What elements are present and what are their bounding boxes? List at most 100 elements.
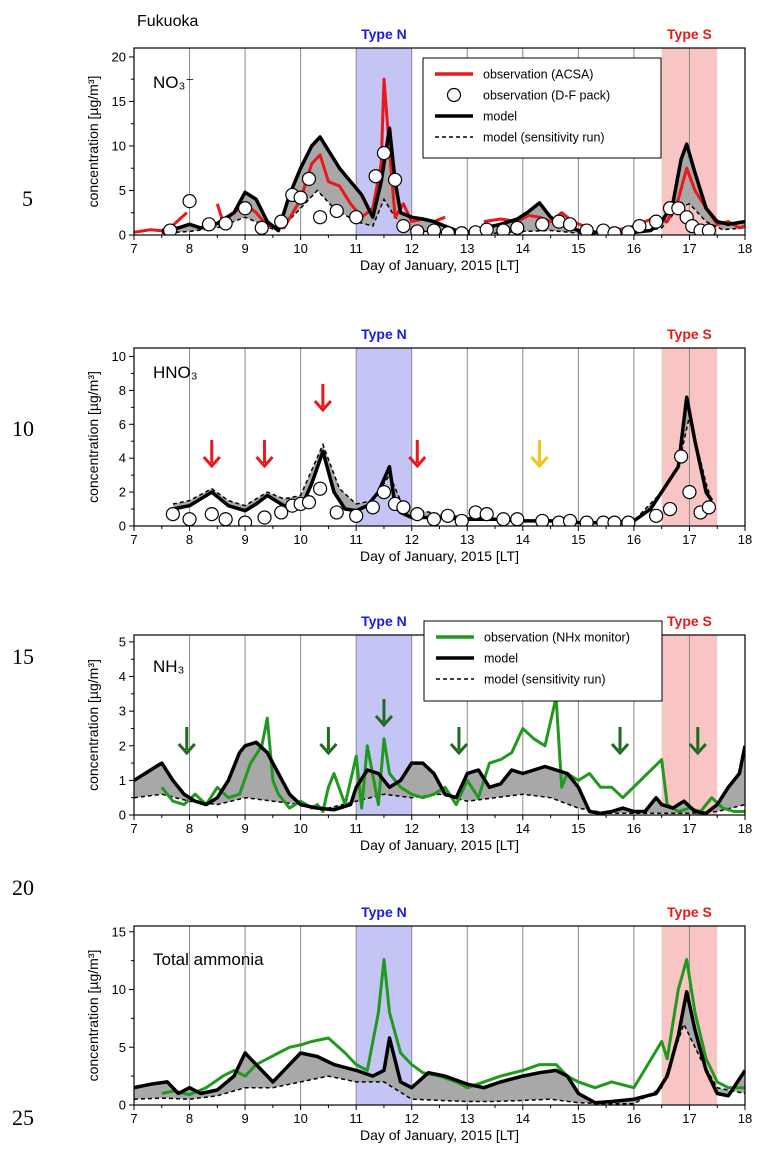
observation-point [562, 513, 578, 526]
x-tick-label: 11 [349, 241, 363, 256]
legend-box [423, 620, 663, 702]
y-axis-label: concentration [µg/m³] [85, 659, 101, 791]
arrow-4 [408, 440, 427, 469]
observation-point [496, 223, 511, 235]
arrow-5 [610, 727, 630, 756]
observation-point [293, 190, 308, 205]
observation-point [165, 507, 180, 522]
y-tick-label: 5 [119, 183, 126, 198]
band-label-s: Type S [667, 613, 712, 629]
arrow-2-head [255, 456, 274, 469]
series-circles [165, 449, 716, 526]
x-tick-label: 8 [186, 532, 193, 547]
x-tick-label: 17 [682, 1111, 696, 1126]
observation-point [329, 203, 344, 219]
panel-2: Type N Type S 7 8 9 10 11 12 13 14 15 16 17 18 0 2 4 6 8 10… [85, 326, 752, 564]
y-tick-label: 0 [119, 808, 126, 823]
y-tick-label: 15 [112, 94, 126, 109]
x-tick-label: 16 [627, 1111, 641, 1126]
observation-point [535, 513, 550, 526]
y-tick-label: 2 [119, 738, 126, 753]
arrow-1-head [202, 456, 221, 469]
y-tick-label: 0 [119, 519, 126, 534]
x-tick-label: 10 [293, 532, 307, 547]
x-tick-label: 9 [241, 532, 248, 547]
panel-4: Type N Type S 7 8 9 10 11 12 13 14 15 16 17 18 0 5 10 15 D… [85, 904, 752, 1143]
x-tick-label: 10 [293, 241, 307, 256]
series-sens [172, 415, 713, 524]
plot-area [134, 695, 745, 815]
observation-point [674, 449, 689, 464]
panel-label: NO₃⁻ [153, 73, 194, 92]
x-tick-label: 13 [460, 821, 474, 836]
legend-item-2-label: model [483, 110, 517, 124]
observation-point [301, 495, 317, 510]
x-tick-label: 14 [516, 1111, 530, 1126]
observation-point [649, 508, 664, 523]
x-tick-label: 14 [516, 821, 530, 836]
y-tick-label: 6 [119, 417, 126, 432]
observation-point [649, 214, 664, 229]
line-number-5: 5 [22, 186, 33, 211]
x-tick-label: 13 [460, 1111, 474, 1126]
observation-point [349, 508, 364, 523]
y-tick-label: 4 [119, 451, 126, 466]
band-label-n: Type N [361, 904, 407, 920]
plot-area [134, 77, 745, 235]
x-axis-label: Day of January, 2015 [LT] [360, 548, 519, 564]
observation-point [396, 218, 411, 234]
x-tick-label: 8 [186, 1111, 193, 1126]
x-tick-label: 10 [293, 821, 307, 836]
x-tick-label: 7 [130, 821, 137, 836]
observation-point [621, 515, 636, 526]
band-label-s: Type S [667, 26, 712, 42]
x-tick-label: 18 [738, 241, 752, 256]
band-n [356, 348, 412, 526]
series-model [134, 740, 745, 815]
x-tick-label: 16 [627, 532, 641, 547]
model-sensitivity-difference-fill [161, 134, 745, 235]
legend-item-0-label: observation (NHx monitor) [484, 631, 630, 645]
panel-label: Total ammonia [153, 950, 264, 969]
observation-point [365, 500, 380, 515]
series-nhx [161, 958, 745, 1097]
line-number-10: 10 [12, 416, 34, 441]
arrow-3-head [374, 715, 394, 728]
observation-point [701, 223, 716, 235]
panel-1: Type N Type S 7 8 9 10 11 12 13 14 15 16 17 18 0 5 10 15 2… [85, 13, 752, 273]
observation-point [479, 507, 494, 522]
observation-point [312, 481, 328, 496]
y-tick-label: 4 [119, 669, 126, 684]
observation-point [410, 507, 425, 522]
x-tick-label: 18 [738, 532, 752, 547]
arrow-2 [255, 440, 274, 469]
observation-point [204, 507, 219, 522]
legend-item-3: model (sensitivity run) [435, 131, 605, 145]
x-tick-label: 17 [682, 241, 696, 256]
x-tick-label: 11 [349, 821, 363, 836]
observation-point [376, 145, 392, 161]
x-tick-label: 12 [404, 532, 418, 547]
arrow-5-head [530, 456, 549, 469]
observation-point [312, 210, 328, 225]
x-tick-label: 16 [627, 241, 641, 256]
arrow-3 [313, 384, 332, 413]
observation-point [454, 513, 469, 526]
legend-item-0-label: observation (ACSA) [483, 68, 593, 82]
observation-point [218, 512, 233, 526]
band-label-s: Type S [667, 326, 712, 342]
x-tick-label: 9 [241, 821, 248, 836]
observation-point [254, 220, 269, 235]
x-tick-label: 7 [130, 1111, 137, 1126]
y-axis-label: concentration [µg/m³] [85, 76, 101, 208]
y-tick-label: 5 [119, 1040, 126, 1055]
arrow-5-head [610, 743, 630, 756]
legend-item-1: model [436, 652, 518, 666]
x-tick-label: 12 [404, 1111, 418, 1126]
series-model [172, 395, 714, 525]
y-tick-label: 10 [112, 982, 126, 997]
observation-point [410, 224, 425, 235]
band-label-n: Type N [361, 26, 407, 42]
observation-point [368, 169, 383, 184]
